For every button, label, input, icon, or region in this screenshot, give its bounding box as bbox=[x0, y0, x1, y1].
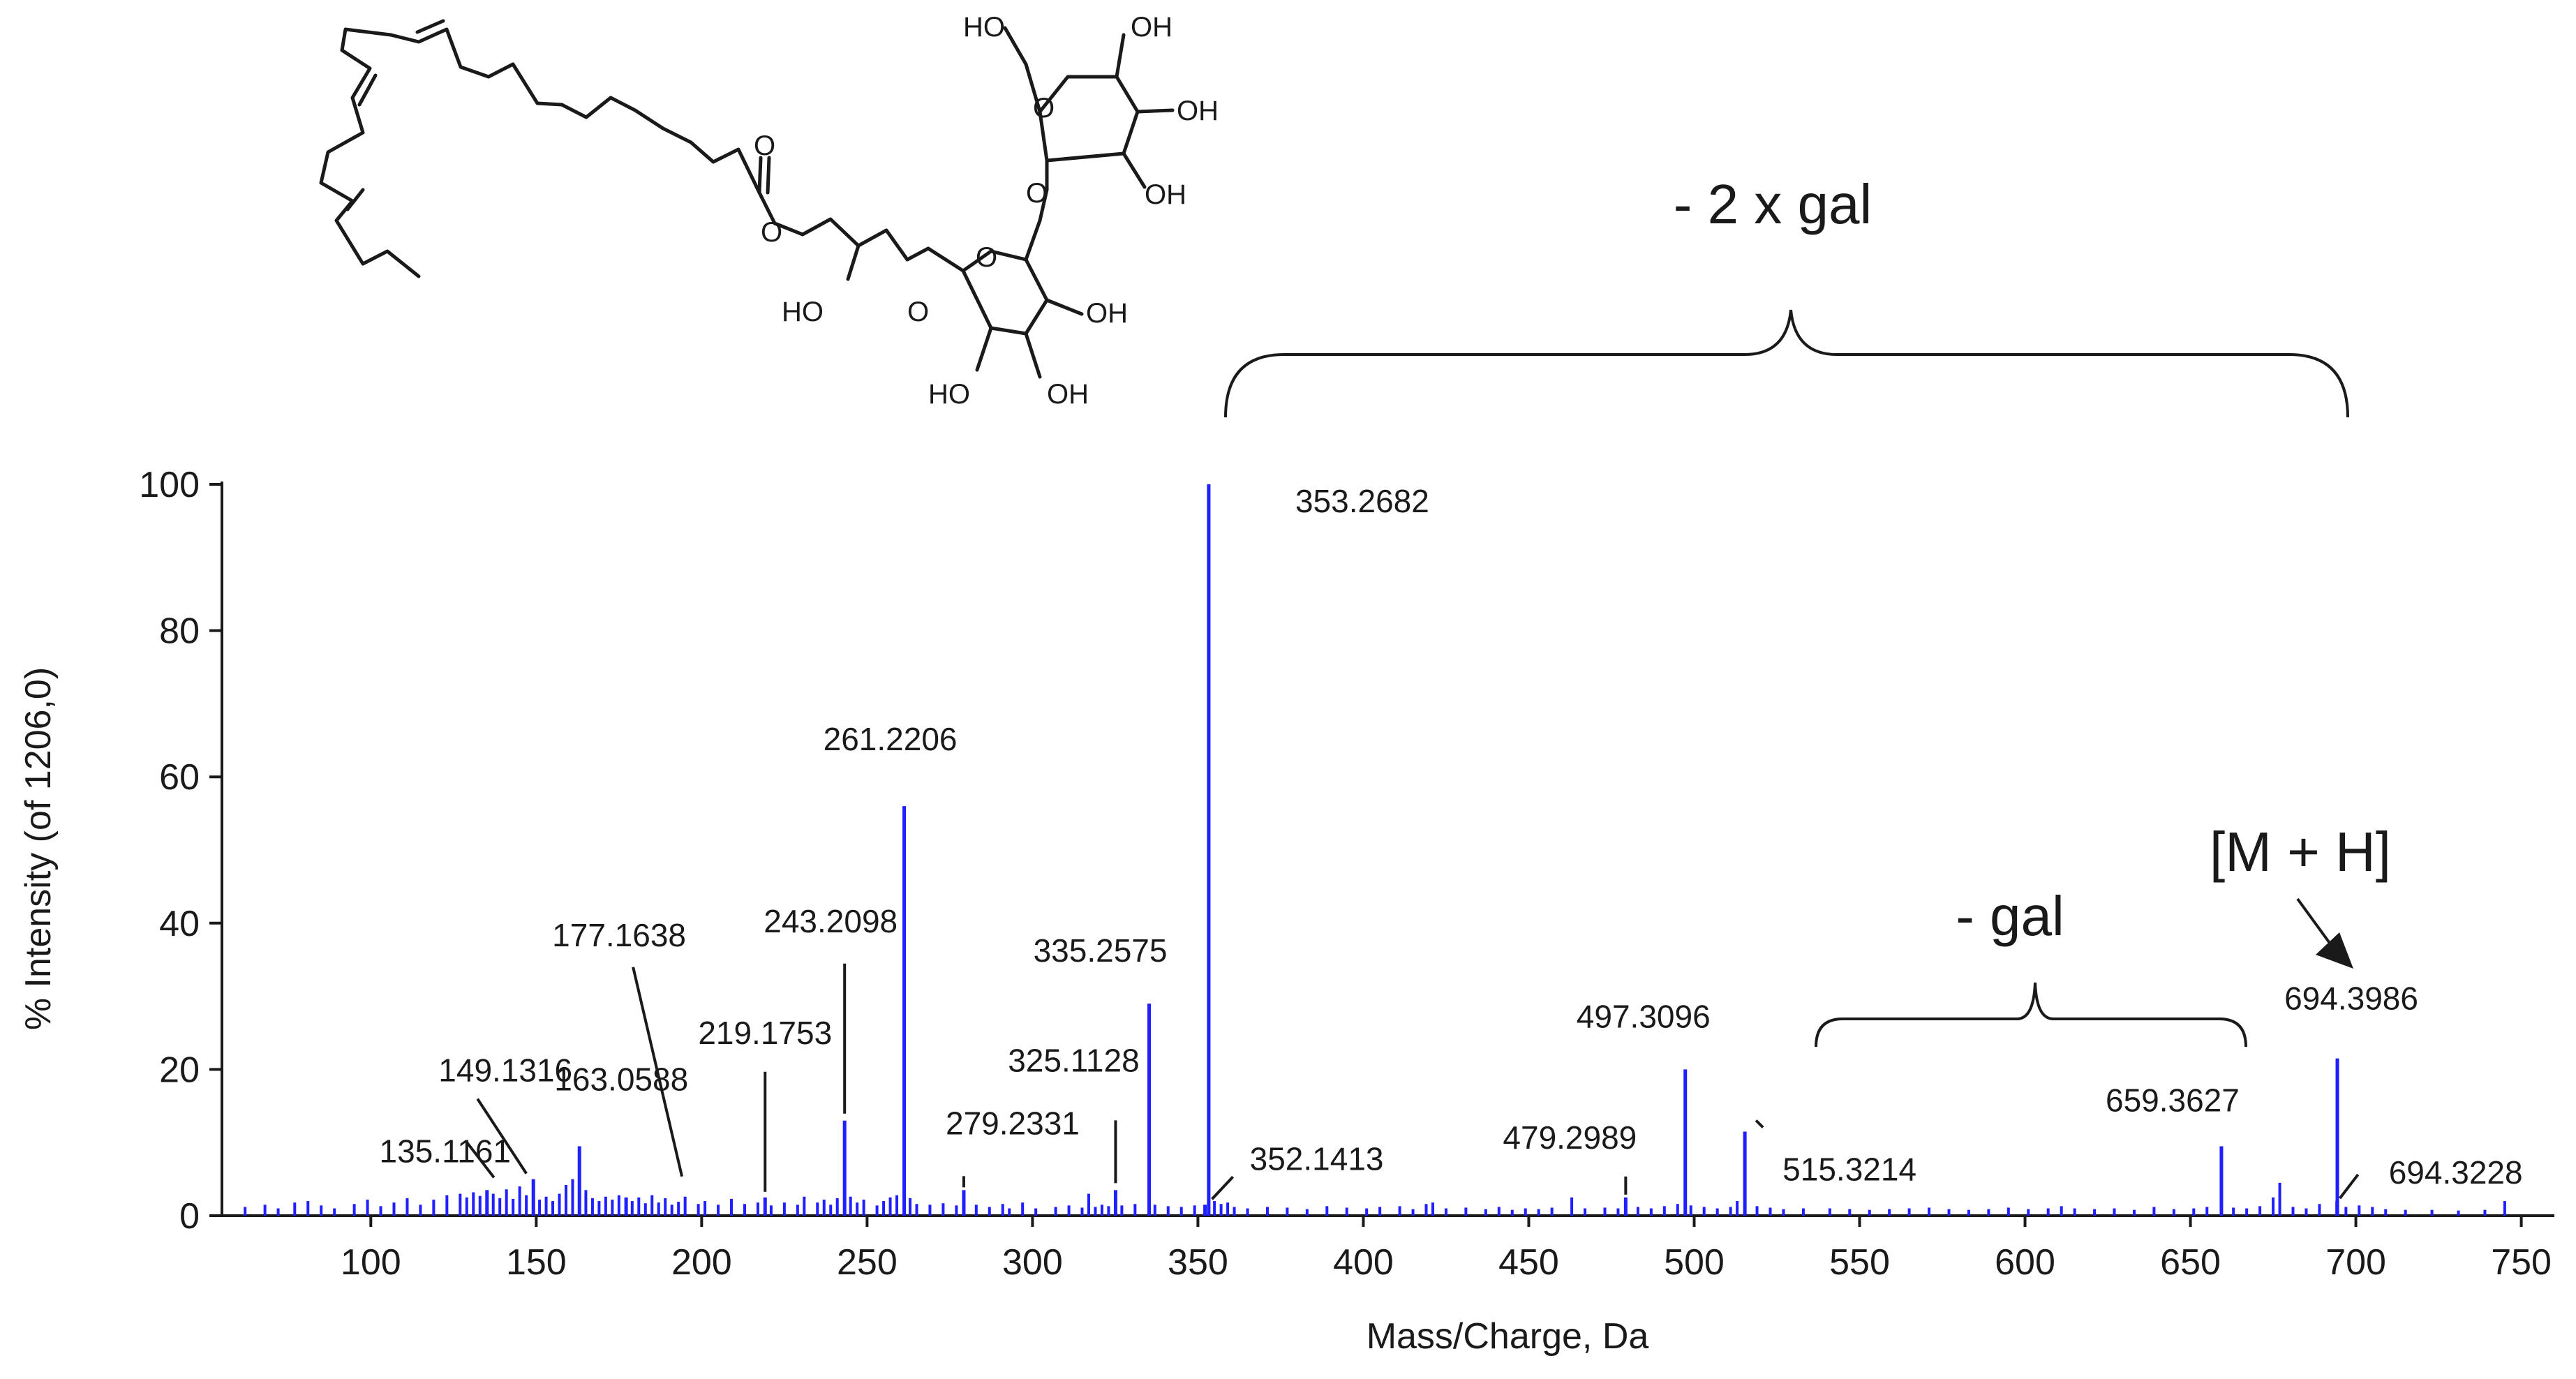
leader-line bbox=[465, 1140, 496, 1179]
ring1-ch2oh bbox=[1003, 26, 1028, 66]
atom-label: HO bbox=[782, 297, 824, 327]
atom-label: OH bbox=[1047, 379, 1089, 410]
ring2-ch2 bbox=[1024, 218, 1042, 262]
peak-label: 694.3986 bbox=[2284, 981, 2418, 1017]
x-tick-label: 250 bbox=[837, 1242, 898, 1283]
x-tick-label: 300 bbox=[1002, 1242, 1063, 1283]
peak-label: 479.2989 bbox=[1503, 1119, 1637, 1156]
x-tick-label: 150 bbox=[506, 1242, 567, 1283]
axes bbox=[221, 482, 2554, 1217]
annotation-two-gal: - 2 x gal bbox=[1674, 173, 1873, 235]
peak-label: 219.1753 bbox=[698, 1015, 832, 1051]
atom-label: OH bbox=[1086, 298, 1128, 329]
peak-label: 515.3214 bbox=[1782, 1151, 1916, 1187]
y-tick-label: 20 bbox=[159, 1050, 200, 1090]
leader-line bbox=[1211, 1175, 1235, 1200]
peak-label: 243.2098 bbox=[764, 903, 898, 939]
x-axis-title: Mass/Charge, Da bbox=[1367, 1316, 1649, 1357]
glycosidic-bond-lower bbox=[926, 246, 965, 273]
x-tick-label: 100 bbox=[341, 1242, 401, 1283]
peak-label: 149.1316 bbox=[438, 1052, 572, 1089]
atom-label: O bbox=[761, 217, 782, 248]
ring2-oh-bond-c bbox=[975, 326, 993, 372]
peak-label: 177.1638 bbox=[552, 917, 686, 953]
annotation-m-plus-h: [M + H] bbox=[2210, 821, 2391, 883]
peak-label: 163.0588 bbox=[554, 1061, 688, 1097]
atom-label: HO bbox=[963, 12, 1005, 43]
brace-two-gal bbox=[1224, 309, 2349, 418]
ring1-oh-right bbox=[1136, 108, 1175, 114]
x-tick-label: 450 bbox=[1498, 1242, 1559, 1283]
atom-label: OH bbox=[1145, 179, 1186, 210]
x-tick-label: 200 bbox=[671, 1242, 732, 1283]
peak-label: 279.2331 bbox=[946, 1105, 1080, 1141]
x-tick-label: 500 bbox=[1664, 1242, 1725, 1283]
x-tick-label: 600 bbox=[1995, 1242, 2055, 1283]
carbonyl-bond-2 bbox=[766, 156, 771, 195]
mh-arrow-head bbox=[2316, 932, 2353, 969]
peak-leader-lines bbox=[465, 963, 2360, 1200]
ring2-oh-bond-a bbox=[1045, 298, 1084, 316]
atom-label: O bbox=[1033, 93, 1055, 124]
mh-arrow-shaft bbox=[2296, 897, 2332, 946]
annotation-one-gal: - gal bbox=[1956, 885, 2064, 947]
leader-line bbox=[476, 1098, 528, 1175]
loss-annotations bbox=[1224, 309, 2349, 1048]
peak-label: 325.1128 bbox=[1008, 1042, 1139, 1078]
leader-line bbox=[2339, 1173, 2360, 1200]
double-bond-1 bbox=[345, 188, 365, 211]
peak-label: 135.1161 bbox=[380, 1133, 511, 1169]
peak-label: 497.3096 bbox=[1577, 998, 1711, 1034]
minor-peaks bbox=[244, 1179, 2506, 1216]
ring1-oh-top bbox=[1115, 33, 1126, 79]
brace-one-gal bbox=[1815, 982, 2247, 1048]
ring1-oh-bottom bbox=[1122, 151, 1147, 189]
leader-line bbox=[632, 967, 684, 1177]
atom-label: OH bbox=[1131, 12, 1172, 43]
carbonyl-bond bbox=[757, 156, 763, 195]
x-tick-label: 700 bbox=[2325, 1242, 2386, 1283]
y-axis-title: % Intensity (of 1206,0) bbox=[18, 667, 59, 1030]
ch2-link bbox=[1038, 188, 1049, 223]
atom-label: OH bbox=[1177, 96, 1219, 126]
atom-label: O bbox=[754, 131, 775, 161]
ring2-oh-bond-b bbox=[1024, 331, 1042, 379]
x-axis-ticks: 100 150 200 250 300 350 400 450 500 550 600 650 700 7… bbox=[341, 1216, 2552, 1283]
molecule-structure-drawing bbox=[319, 19, 1175, 379]
y-tick-label: 40 bbox=[159, 904, 200, 944]
x-tick-label: 750 bbox=[2491, 1242, 2552, 1283]
glycerol-wedge bbox=[846, 244, 861, 281]
y-tick-label: 80 bbox=[159, 611, 200, 652]
atom-label: O bbox=[976, 242, 997, 273]
ring1-ch2 bbox=[1024, 62, 1042, 114]
peak-label: 335.2575 bbox=[1034, 932, 1168, 969]
atom-label: O bbox=[907, 297, 929, 327]
peak-label: 261.2206 bbox=[824, 721, 958, 757]
fatty-acid-chain bbox=[319, 27, 761, 278]
x-tick-label: 350 bbox=[1168, 1242, 1228, 1283]
y-tick-label: 100 bbox=[139, 465, 200, 505]
atom-label: O bbox=[1026, 178, 1048, 209]
y-tick-label: 0 bbox=[179, 1196, 200, 1237]
x-tick-label: 550 bbox=[1829, 1242, 1890, 1283]
x-tick-label: 400 bbox=[1333, 1242, 1394, 1283]
x-tick-label: 650 bbox=[2160, 1242, 2221, 1283]
double-bond-3 bbox=[415, 19, 445, 34]
y-axis-ticks: 0 20 40 60 80 100 bbox=[139, 465, 222, 1237]
glycerol-backbone bbox=[757, 191, 930, 262]
peak-label: 659.3627 bbox=[2106, 1082, 2240, 1118]
peak-label: 353.2682 bbox=[1295, 483, 1429, 519]
molecule-atom-labels: HO OH O OH OH O O OH OH HO HO O O O bbox=[754, 12, 1219, 410]
peak-label: 694.3228 bbox=[2389, 1154, 2523, 1191]
leader-line bbox=[1755, 1119, 1764, 1128]
labeled-peaks bbox=[485, 484, 2339, 1216]
double-bond-2 bbox=[357, 73, 378, 107]
peak-label: 352.1413 bbox=[1250, 1140, 1384, 1177]
atom-label: HO bbox=[928, 379, 970, 410]
y-tick-label: 60 bbox=[159, 757, 200, 798]
